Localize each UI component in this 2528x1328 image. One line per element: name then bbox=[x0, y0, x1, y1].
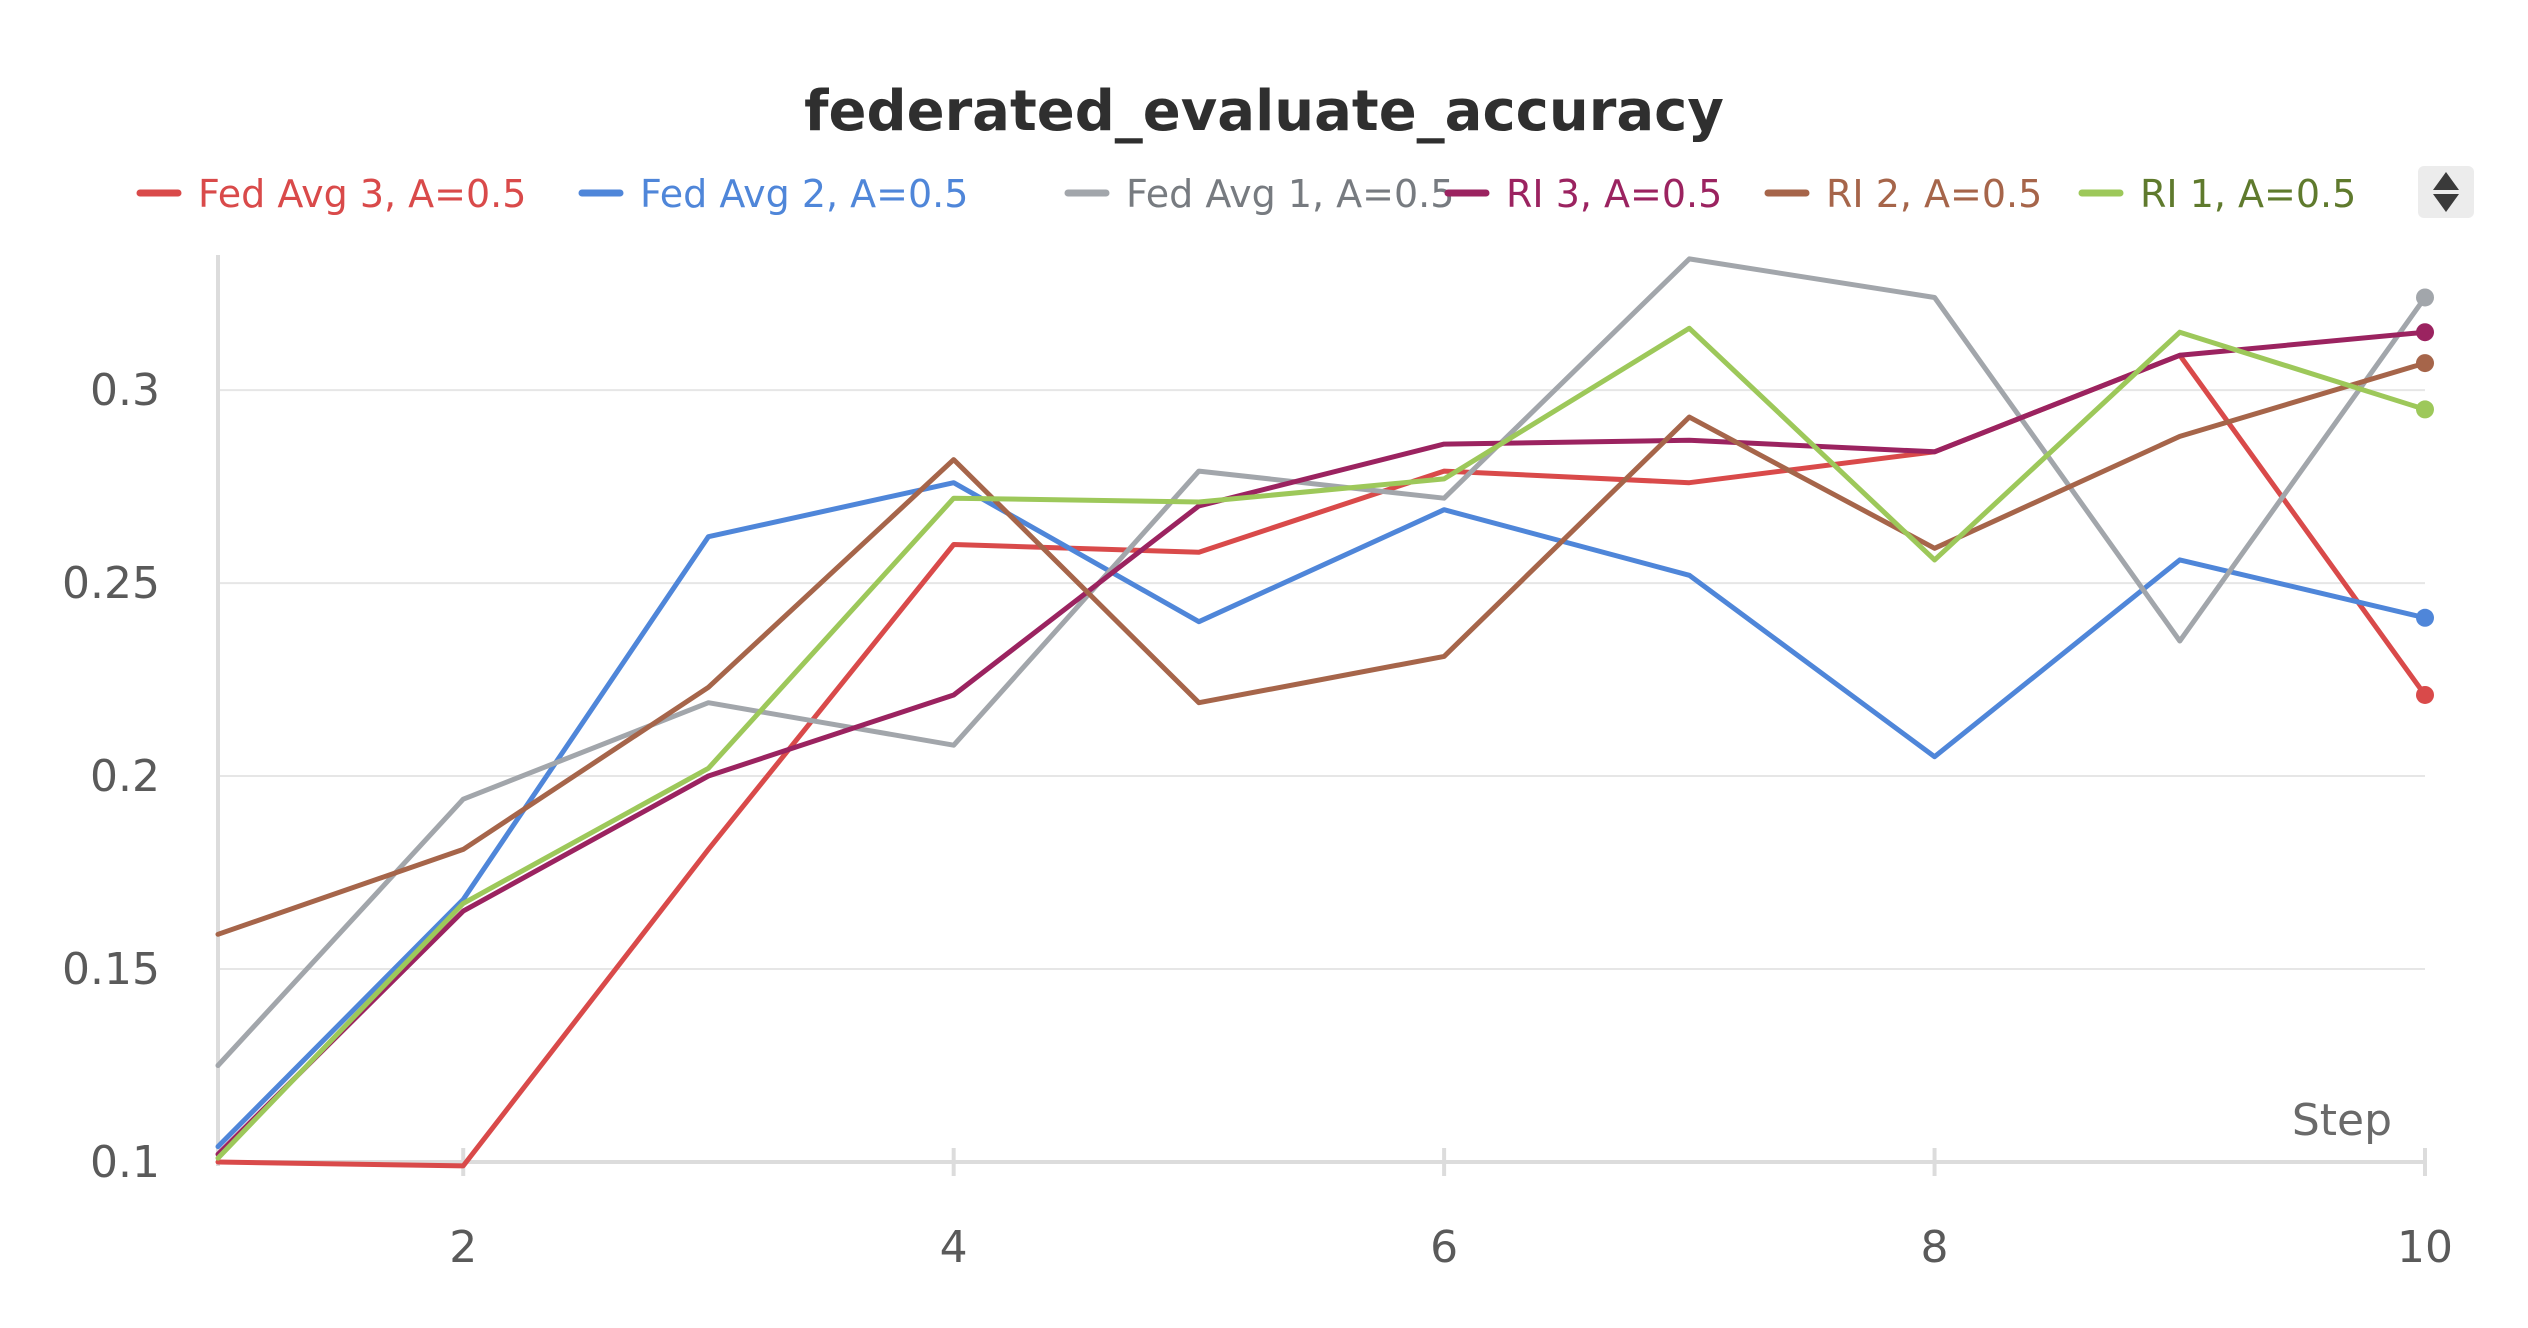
series-4 bbox=[215, 354, 2434, 937]
legend-label: Fed Avg 3, A=0.5 bbox=[198, 172, 526, 216]
series-line bbox=[215, 325, 2428, 1161]
legend-item[interactable]: Fed Avg 2, A=0.5 bbox=[578, 172, 968, 216]
series-5 bbox=[215, 325, 2434, 1161]
legend-label: RI 3, A=0.5 bbox=[1506, 172, 1722, 216]
series-2 bbox=[215, 256, 2434, 1068]
y-tick-label: 0.25 bbox=[62, 558, 160, 609]
series-3 bbox=[215, 323, 2434, 1157]
y-tick-label: 0.15 bbox=[62, 944, 160, 995]
axes: 0.1 0.15 0.2 0.25 0.3 2 4 6 8 10 bbox=[62, 255, 2453, 1273]
series-line bbox=[215, 256, 2428, 1068]
legend-label: RI 2, A=0.5 bbox=[1826, 172, 2042, 216]
legend-label: Fed Avg 1, A=0.5 bbox=[1126, 172, 1454, 216]
x-tick-label: 2 bbox=[449, 1222, 477, 1273]
x-tick-label: 4 bbox=[940, 1222, 968, 1273]
legend: Fed Avg 3, A=0.5 Fed Avg 2, A=0.5 Fed Avg … bbox=[136, 172, 2356, 216]
legend-item[interactable]: RI 3, A=0.5 bbox=[1444, 172, 1722, 216]
x-tick-label: 8 bbox=[1921, 1222, 1949, 1273]
legend-item[interactable]: Fed Avg 1, A=0.5 bbox=[1064, 172, 1454, 216]
x-tick-label: 10 bbox=[2397, 1222, 2453, 1273]
series-end-point bbox=[2416, 608, 2434, 627]
series-0 bbox=[215, 352, 2434, 1169]
series-end-point bbox=[2416, 685, 2434, 704]
series-end-point bbox=[2416, 323, 2434, 342]
legend-label: RI 1, A=0.5 bbox=[2140, 172, 2356, 216]
y-tick-label: 0.1 bbox=[90, 1137, 160, 1188]
up-down-arrows-icon bbox=[2433, 172, 2459, 212]
y-tick-label: 0.2 bbox=[90, 751, 160, 802]
series-end-point bbox=[2416, 354, 2434, 373]
legend-label: Fed Avg 2, A=0.5 bbox=[640, 172, 968, 216]
series-line bbox=[215, 480, 2428, 1150]
series-1 bbox=[215, 480, 2434, 1150]
series-end-point bbox=[2416, 400, 2434, 419]
series-line bbox=[215, 329, 2428, 1157]
y-tick-label: 0.3 bbox=[90, 365, 160, 416]
series bbox=[215, 256, 2434, 1169]
x-tick-label: 6 bbox=[1430, 1222, 1458, 1273]
legend-item[interactable]: RI 2, A=0.5 bbox=[1764, 172, 2042, 216]
series-end-point bbox=[2416, 288, 2434, 307]
chart-title: federated_evaluate_accuracy bbox=[804, 79, 1724, 144]
legend-item[interactable]: Fed Avg 3, A=0.5 bbox=[136, 172, 526, 216]
grid bbox=[218, 389, 2425, 971]
series-line bbox=[215, 360, 2428, 937]
legend-item[interactable]: RI 1, A=0.5 bbox=[2078, 172, 2356, 216]
x-axis-label: Step bbox=[2292, 1095, 2392, 1146]
legend-scroll-button[interactable] bbox=[2418, 166, 2474, 218]
